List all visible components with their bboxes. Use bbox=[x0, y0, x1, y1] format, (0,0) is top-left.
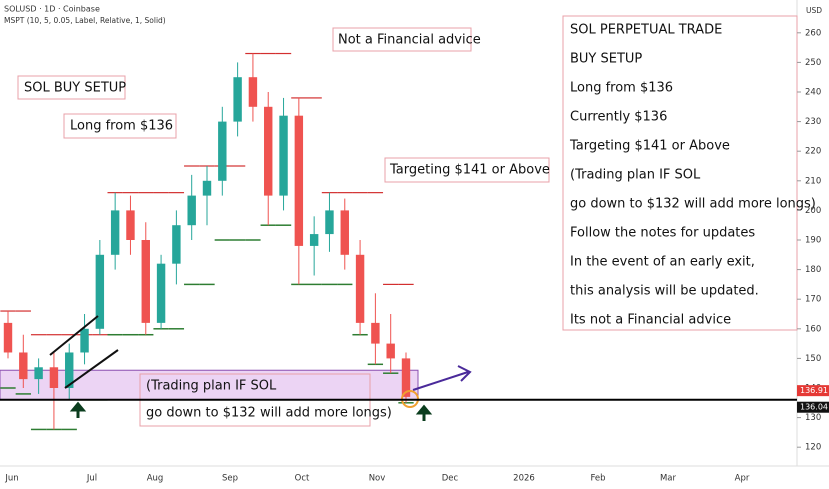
candle-body bbox=[325, 210, 334, 235]
y-tick-label: 150 bbox=[805, 354, 821, 364]
panel-line: Targeting $141 or Above bbox=[569, 139, 730, 154]
level-box bbox=[797, 401, 829, 413]
y-tick-label: 160 bbox=[805, 324, 821, 334]
candle-body bbox=[110, 210, 120, 255]
y-tick-label: 130 bbox=[805, 413, 821, 423]
y-tick-label: 220 bbox=[805, 147, 821, 157]
x-tick-label: Dec bbox=[442, 474, 459, 484]
y-tick-label: 210 bbox=[805, 176, 821, 186]
candle-body bbox=[65, 352, 74, 388]
candle-body bbox=[187, 195, 196, 226]
last-price-box bbox=[797, 385, 829, 397]
panel-line: go down to $132 will add more longs) bbox=[570, 197, 816, 212]
x-tick-label: Aug bbox=[147, 474, 164, 484]
candle-body bbox=[141, 240, 150, 323]
panel-line: In the event of an early exit, bbox=[570, 255, 755, 270]
note: Not a Financial advice bbox=[338, 33, 481, 48]
panel-line: BUY SETUP bbox=[570, 52, 642, 67]
indicator-label: MSPT (10, 5, 0.05, Label, Relative, 1, S… bbox=[4, 16, 166, 25]
currency-label: USD bbox=[806, 6, 822, 15]
x-tick-label: Mar bbox=[660, 474, 677, 484]
y-tick-label: 200 bbox=[805, 206, 821, 216]
up-arrow bbox=[69, 401, 87, 418]
candle-body bbox=[34, 367, 43, 380]
plan-panel bbox=[562, 15, 798, 331]
last-price-label: 136.91 bbox=[800, 386, 828, 395]
panel-text: SOL PERPETUAL TRADE BUY SETUP Long from $1… bbox=[569, 23, 816, 328]
y-tick-label: 180 bbox=[805, 265, 821, 275]
note-box bbox=[63, 113, 177, 139]
panel-line: Follow the notes for updates bbox=[570, 226, 755, 241]
panel-line: (Trading plan IF SOL bbox=[570, 168, 701, 183]
panel-line: Currently $136 bbox=[570, 110, 667, 125]
y-tick-label: 260 bbox=[805, 28, 821, 38]
note: SOL BUY SETUP bbox=[24, 81, 126, 96]
y-tick-label: 120 bbox=[805, 443, 821, 453]
up-arrow bbox=[415, 404, 433, 421]
x-tick-label: Sep bbox=[222, 474, 238, 484]
note-box bbox=[17, 75, 126, 100]
candle-body bbox=[126, 210, 135, 240]
x-tick-label: 2026 bbox=[513, 474, 535, 484]
y-tick-label: 190 bbox=[805, 236, 821, 246]
trend-line bbox=[64, 349, 119, 389]
candle-body bbox=[279, 115, 288, 196]
note-box bbox=[332, 27, 472, 52]
candle-body bbox=[218, 121, 227, 181]
trend-line bbox=[49, 315, 99, 356]
panel-line: SOL PERPETUAL TRADE bbox=[570, 23, 722, 38]
note: (Trading plan IF SOL bbox=[146, 379, 277, 394]
x-tick-label: Oct bbox=[295, 474, 310, 484]
note: Targeting $141 or Above bbox=[389, 163, 550, 178]
candle-body bbox=[80, 328, 89, 353]
candle-body bbox=[19, 352, 28, 380]
candle-body bbox=[340, 210, 349, 255]
candle-body bbox=[355, 254, 365, 323]
x-tick-label: Feb bbox=[590, 474, 605, 484]
y-tick-label: 170 bbox=[805, 295, 821, 305]
y-tick-label: 240 bbox=[805, 88, 821, 98]
note-box bbox=[384, 157, 550, 183]
panel-line: Its not a Financial advice bbox=[570, 313, 731, 328]
level-label: 136.04 bbox=[800, 403, 828, 412]
candle-body bbox=[202, 180, 212, 196]
x-tick-label: Jul bbox=[86, 474, 97, 484]
symbol-label: SOLUSD · 1D · Coinbase bbox=[4, 5, 100, 14]
x-tick-label: Jun bbox=[4, 474, 18, 484]
candle-body bbox=[172, 225, 181, 264]
candle-body bbox=[401, 358, 411, 397]
candle-body bbox=[386, 343, 395, 359]
candle-body bbox=[264, 106, 273, 196]
panel-line: Long from $136 bbox=[570, 81, 673, 96]
arrow bbox=[412, 365, 472, 391]
x-tick-label: Apr bbox=[735, 474, 750, 484]
candle-body bbox=[95, 254, 105, 329]
candle-body bbox=[156, 263, 166, 323]
y-tick-label: 250 bbox=[805, 58, 821, 68]
panel-line: this analysis will be updated. bbox=[570, 284, 759, 299]
candle-body bbox=[3, 322, 13, 353]
candle-body bbox=[294, 115, 304, 246]
note: go down to $132 will add more longs) bbox=[146, 406, 392, 421]
candle-body bbox=[309, 234, 319, 246]
candle-body bbox=[233, 77, 242, 122]
candle-body bbox=[49, 367, 59, 388]
y-tick-label: 230 bbox=[805, 117, 821, 127]
x-tick-label: Nov bbox=[369, 474, 386, 484]
candle-body bbox=[248, 77, 258, 107]
candle-body bbox=[371, 322, 380, 344]
note: Long from $136 bbox=[70, 119, 173, 134]
